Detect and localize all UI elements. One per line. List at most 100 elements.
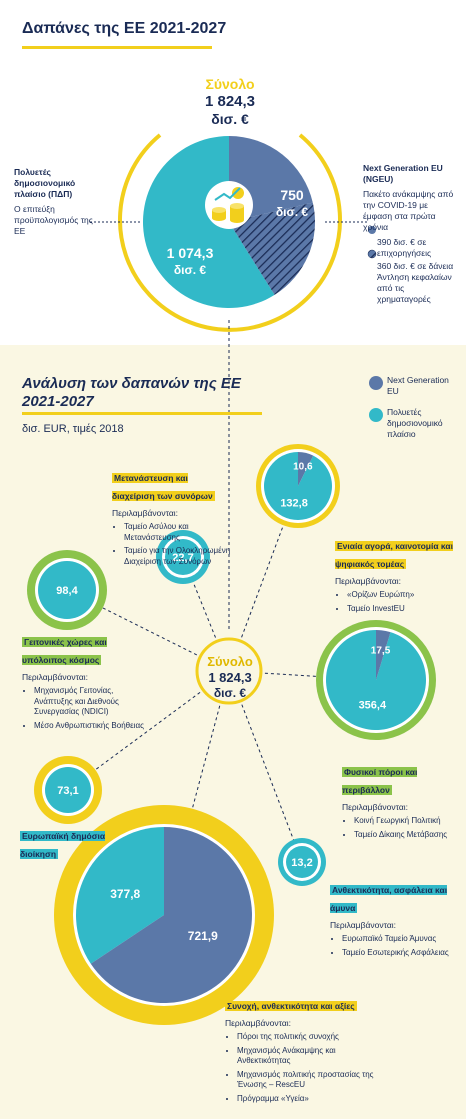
natural-ngeu-value: 17,5 [371, 645, 391, 656]
list-item: «Ορίζων Ευρώπη» [347, 590, 460, 601]
legend-ngeu-icon [369, 376, 383, 390]
ngeu-loans-sub: Άντληση κεφαλαίων από τις χρηματαγορές [377, 272, 452, 304]
security-mff-value: 13,2 [291, 857, 312, 869]
single-market-block: Ενιαία αγορά, καινοτομία και ψηφιακός το… [335, 536, 460, 617]
list-item: Ευρωπαϊκό Ταμείο Άμυνας [342, 934, 460, 945]
neighbourhood-mff-slice [38, 561, 96, 619]
natural-includes: Περιλαμβάνονται: [342, 802, 409, 812]
cohesion-ngeu-slice [90, 827, 253, 1004]
center-ring [195, 637, 263, 705]
legend-ngeu-label: Next Generation EU [387, 375, 449, 396]
security-list: Ευρωπαϊκό Ταμείο Άμυνας Ταμείο Εσωτερική… [330, 934, 460, 958]
natural-list: Κοινή Γεωργική Πολιτική Ταμείο Δίκαιης Μ… [342, 816, 457, 840]
natural-mff-value: 356,4 [359, 700, 387, 712]
migration-list: Ταμείο Ασύλου και Μετανάστευσης Ταμείο γ… [112, 522, 232, 567]
admin-mff-value: 73,1 [57, 785, 78, 797]
security-includes: Περιλαμβάνονται: [330, 920, 397, 930]
page-title: Δαπάνες της ΕΕ 2021-2027 [22, 20, 227, 37]
mff-annotation: Πολυετές δημοσιονομικό πλαίσιο (ΠΔΠ) Ο ε… [14, 167, 94, 237]
ngeu-loans: 360 δισ. € σε δάνεια [377, 261, 454, 271]
single-market-includes: Περιλαμβάνονται: [335, 576, 402, 586]
single_market-bubble: 10,6 132,8 [256, 444, 340, 528]
list-item: Ταμείο Ασύλου και Μετανάστευσης [124, 522, 232, 543]
migration-title: Μετανάστευση και διαχείριση των συνόρων [112, 473, 215, 501]
mff-unit: δισ. € [173, 263, 207, 277]
single_market-ngeu-value: 10,6 [293, 461, 313, 472]
admin-mff-slice [45, 767, 91, 813]
cohesion-mff-value: 377,8 [110, 887, 140, 901]
neighbourhood-mff-value: 98,4 [56, 585, 78, 597]
mff-title: Πολυετές δημοσιονομικό πλαίσιο (ΠΔΠ) [14, 167, 76, 199]
natural-block: Φυσικοί πόροι και περιβάλλον Περιλαμβάνο… [342, 762, 457, 843]
grants-dot-icon [368, 226, 376, 234]
legend-icons [369, 376, 383, 422]
list-item: Ταμείο InvestEU [347, 604, 460, 615]
ngeu-annotation: Next Generation EU (NGEU) Πακέτο ανάκαμψ… [363, 163, 458, 305]
legend-mff-label: Πολυετές δημοσιονομικό πλαίσιο [387, 407, 443, 439]
list-item: Πόροι της πολιτικής συνοχής [237, 1032, 375, 1043]
cohesion-list: Πόροι της πολιτικής συνοχής Μηχανισμός Α… [225, 1032, 375, 1104]
list-item: Μηχανισμός Ανάκαμψης και Ανθεκτικότητας [237, 1046, 375, 1067]
ngeu-title: Next Generation EU (NGEU) [363, 163, 443, 184]
natural-bubble: 17,5 356,4 [316, 620, 436, 740]
list-item: Ταμείο Δίκαιης Μετάβασης [354, 830, 457, 841]
bottom-circles: 721,9 377,8 17,5 356,4 10,6 132,8 98,4 73,1 22,7… [27, 444, 436, 1025]
neighbourhood-bubble: 98,4 [27, 550, 107, 630]
security-title: Ανθεκτικότητα, ασφάλεια και άμυνα [330, 885, 448, 913]
center-label: Σύνολο [207, 654, 253, 669]
single-market-list: «Ορίζων Ευρώπη» Ταμείο InvestEU [335, 590, 460, 614]
natural-ngeu-slice [376, 630, 391, 680]
security-bubble: 13,2 [278, 838, 326, 886]
security-mff-slice [286, 846, 318, 878]
top-yellow-ring [118, 133, 342, 332]
security-connector [228, 670, 303, 863]
cohesion-ngeu-value: 721,9 [188, 929, 218, 943]
neighbourhood-list: Μηχανισμός Γειτονίας, Ανάπτυξης και Διεθ… [22, 686, 147, 731]
ngeu-value: 750 [280, 187, 304, 203]
migration-includes: Περιλαμβάνονται: [112, 508, 179, 518]
list-item: Μέσο Ανθρωπιστικής Βοήθειας [34, 721, 147, 732]
neighbourhood-title: Γειτονικές χώρες και υπόλοιπος κόσμος [22, 637, 107, 665]
ngeu-unit: δισ. € [275, 205, 309, 219]
mff-slice [143, 136, 275, 309]
admin-title: Ευρωπαϊκή δημόσια διοίκηση [20, 831, 106, 859]
ngeu-loans-slice [229, 202, 315, 295]
migration-bubble: 22,7 [156, 530, 210, 584]
migration-mff-slice [165, 539, 201, 575]
bottom-title-2: 2021-2027 [22, 393, 94, 410]
single_market-mff-slice [264, 452, 333, 521]
neighbourhood-block: Γειτονικές χώρες και υπόλοιπος κόσμος Πε… [22, 632, 147, 734]
top-total-value: 1 824,3 [204, 93, 256, 110]
cohesion-title: Συνοχή, ανθεκτικότητα και αξίες [225, 1001, 357, 1011]
list-item: Μηχανισμός Γειτονίας, Ανάπτυξης και Διεθ… [34, 686, 147, 718]
cohesion-bubble: 721,9 377,8 [54, 805, 274, 1025]
security-block: Ανθεκτικότητα, ασφάλεια και άμυνα Περιλα… [330, 880, 460, 961]
natural-title: Φυσικοί πόροι και περιβάλλον [342, 767, 418, 795]
mff-desc: Ο επιτεύξη προϋπολογισμός της ΕΕ [14, 204, 93, 236]
top-total-unit: δισ. € [211, 111, 249, 127]
loans-dot-icon [367, 249, 377, 259]
legend-mff-icon [369, 408, 383, 422]
natural-mff-slice [326, 630, 427, 730]
coins-icon [205, 181, 253, 229]
admin-bubble: 73,1 [34, 756, 102, 824]
list-item: Πρόγραμμα «Υγεία» [237, 1094, 375, 1105]
ngeu-desc: Πακέτο ανάκαμψης από την COVID-19 με έμφ… [363, 189, 454, 232]
bottom-title-1: Ανάλυση των δαπανών της ΕΕ [22, 375, 241, 392]
single-market-title: Ενιαία αγορά, καινοτομία και ψηφιακός το… [335, 541, 453, 569]
center-value: 1 824,3 [208, 670, 252, 685]
center-unit: δισ. € [213, 686, 247, 700]
list-item: Ταμείο για την Ολοκληρωμένη Διαχείριση τ… [124, 546, 232, 567]
mff-value: 1 074,3 [166, 245, 214, 261]
cohesion-block: Συνοχή, ανθεκτικότητα και αξίες Περιλαμβ… [225, 996, 375, 1107]
single_market-mff-value: 132,8 [280, 498, 308, 510]
bottom-subtitle: δισ. EUR, τιμές 2018 [22, 423, 124, 435]
top-total-label: Σύνολο [205, 76, 255, 92]
admin-block: Ευρωπαϊκή δημόσια διοίκηση [20, 826, 110, 862]
cohesion-mff-slice [76, 827, 164, 964]
neighbourhood-includes: Περιλαμβάνονται: [22, 672, 89, 682]
single_market-ngeu-slice [298, 452, 314, 486]
list-item: Κοινή Γεωργική Πολιτική [354, 816, 457, 827]
list-item: Μηχανισμός πολιτικής προστασίας της Ένωσ… [237, 1070, 375, 1091]
